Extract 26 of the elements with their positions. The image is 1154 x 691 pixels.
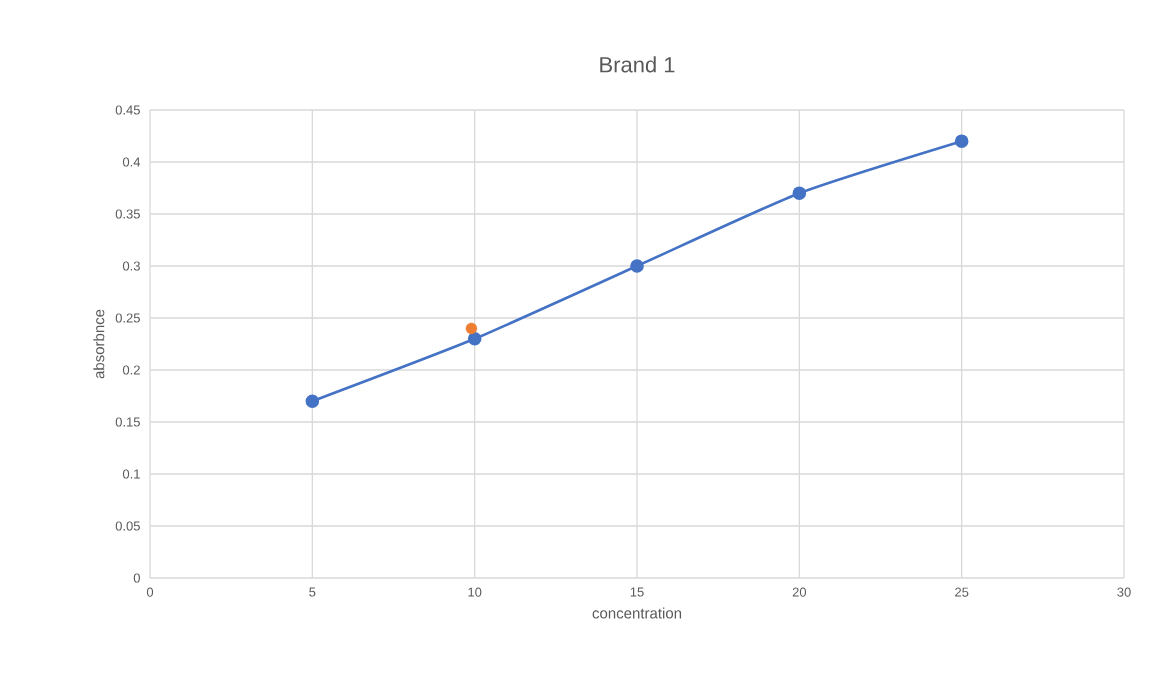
x-tick-label: 10 [468,587,482,597]
point [792,186,807,200]
y-tick-label: 0.05 [115,521,140,531]
y-tick-label: 0.45 [115,105,140,115]
point [467,331,482,346]
y-tick-label: 0.35 [115,209,140,219]
y-tick-label: 0.15 [115,417,140,427]
y-tick-label: 0.4 [122,157,141,167]
x-axis-title: concentration [592,607,682,619]
y-tick-label: 0 [133,573,140,583]
x-tick-label: 20 [792,587,807,597]
y-tick-label: 0.1 [122,469,140,479]
x-tick-label: 15 [630,587,644,597]
point [305,394,320,408]
y-tick-label: 0.2 [122,365,140,375]
x-tick-label: 5 [309,587,316,597]
point [954,134,969,148]
y-tick-label: 0.25 [115,313,140,323]
x-tick-label: 25 [955,587,969,597]
x-tick-label: 30 [1117,587,1131,597]
x-tick-label: 0 [146,587,154,597]
point [630,259,644,273]
y-axis-title: absorbnce [93,309,105,379]
chart-title: Brand 1 [600,56,675,73]
point [465,322,478,335]
y-tick-label: 0.3 [122,261,140,271]
